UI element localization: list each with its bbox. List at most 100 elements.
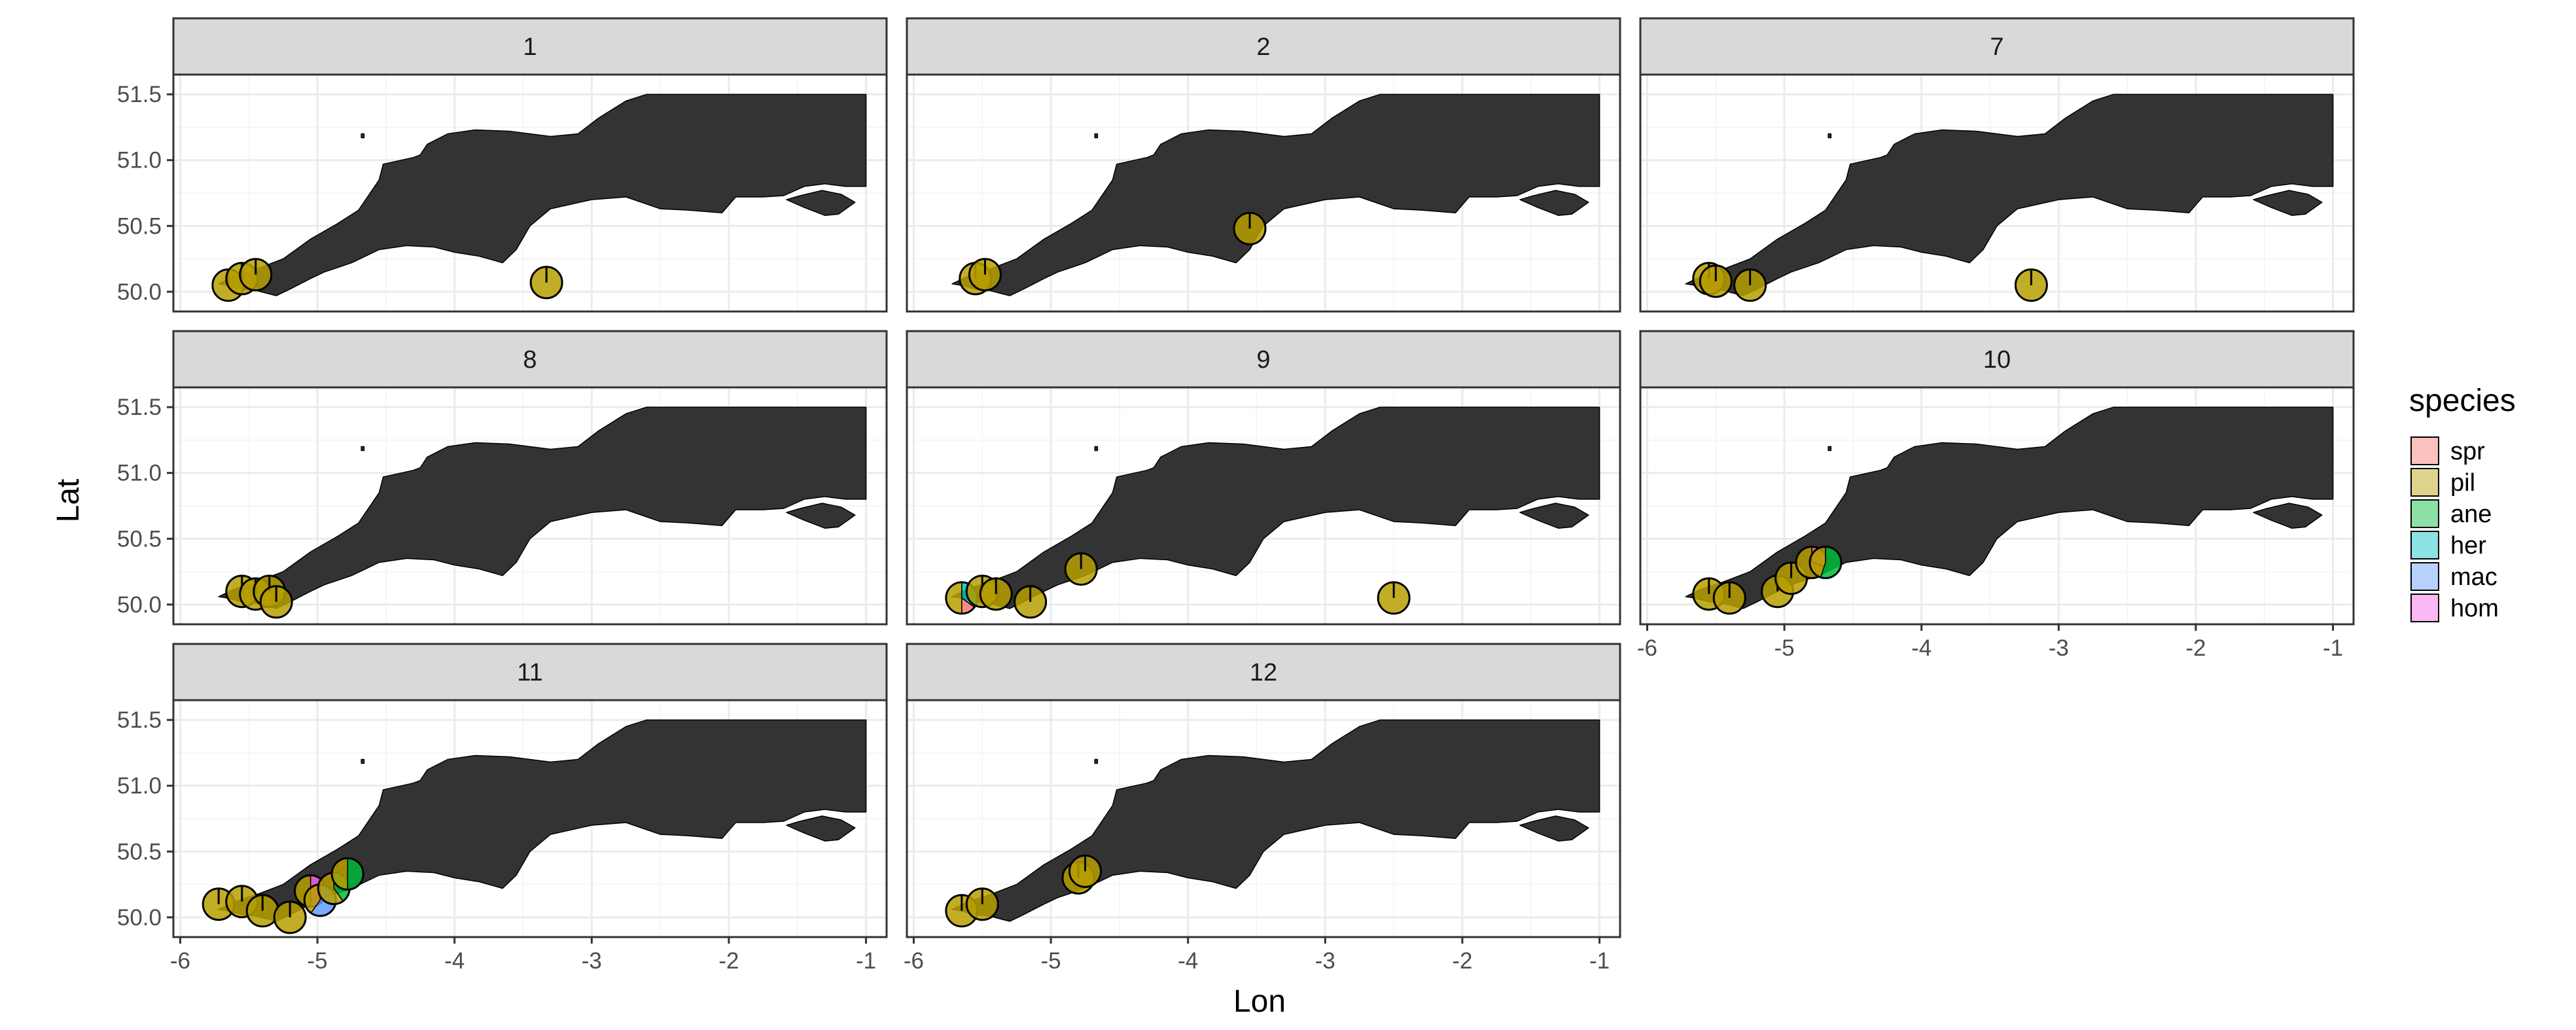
pie-wedge-pil — [945, 582, 962, 614]
facet-panel-1: 1 50.0 50.5 51.0 51.5 — [117, 17, 888, 313]
facet-panel-2: 2 — [906, 17, 1621, 313]
legend-key-pil — [2410, 468, 2439, 497]
landmass-isle-of-wight — [1519, 503, 1589, 529]
sample-point — [245, 894, 279, 928]
panel-plot-area — [907, 75, 1620, 311]
facet-strip-label: 7 — [1990, 33, 2003, 61]
facet-strip-label: 1 — [523, 33, 537, 61]
sample-point — [1377, 581, 1411, 615]
landmass-lundy — [1094, 133, 1099, 139]
landmass-sw-england — [1685, 94, 2334, 296]
sample-point — [1712, 581, 1746, 615]
sample-point — [979, 577, 1013, 611]
landmass-sw-england — [218, 94, 867, 296]
x-tick-label: -6 — [170, 948, 190, 974]
landmass-isle-of-wight — [1519, 190, 1589, 216]
x-tick-label: -3 — [1315, 948, 1335, 974]
facet-strip-label: 12 — [1250, 659, 1277, 686]
y-tick-label: 51.0 — [117, 773, 162, 799]
y-tick-label: 50.5 — [117, 839, 162, 864]
sample-point — [1068, 854, 1102, 888]
landmass-lundy — [1827, 133, 1832, 139]
legend-label-hom: hom — [2450, 595, 2499, 622]
axes-layer: Lon Lat — [51, 479, 1286, 1019]
legend-key-spr — [2410, 436, 2439, 465]
landmass-isle-of-wight — [786, 190, 856, 216]
landmass-isle-of-wight — [786, 815, 856, 842]
landmass-sw-england — [951, 406, 1600, 609]
x-tick-label: -5 — [1041, 948, 1061, 974]
sample-point — [968, 258, 1002, 292]
facet-panel-7: 7 — [1639, 17, 2355, 313]
sample-point — [1733, 268, 1767, 302]
sample-point — [1233, 211, 1267, 245]
legend-key-her — [2410, 531, 2439, 559]
x-tick-label: -4 — [444, 948, 465, 974]
x-tick-label: -1 — [2323, 635, 2343, 661]
landmass-lundy — [1827, 446, 1832, 452]
panel-border — [172, 73, 888, 313]
panel-border — [172, 699, 888, 938]
x-tick-label: -6 — [904, 948, 924, 974]
sample-point — [1064, 552, 1098, 586]
panel-plot-area — [1640, 75, 2354, 311]
panel-border — [172, 386, 888, 626]
x-tick-label: -3 — [582, 948, 602, 974]
legend-label-ane: ane — [2450, 501, 2492, 528]
pie-outline — [1808, 545, 1843, 579]
sample-point — [273, 900, 307, 934]
x-tick-label: -3 — [2049, 635, 2069, 661]
panel-border — [1639, 386, 2355, 626]
facet-strip — [906, 17, 1621, 76]
landmass-sw-england — [951, 94, 1600, 296]
panel-plot-area — [173, 700, 887, 937]
landmass-lundy — [1094, 446, 1099, 452]
landmass-isle-of-wight — [2253, 190, 2323, 216]
x-tick-label: -6 — [1637, 635, 1657, 661]
legend-key-ane — [2410, 499, 2439, 528]
legend-key-mac — [2410, 562, 2439, 591]
landmass-isle-of-wight — [786, 503, 856, 529]
sample-point — [529, 266, 563, 300]
facet-panel-9: 9 — [906, 330, 1621, 626]
pie-outline — [330, 857, 364, 891]
species-legend: species spr pil ane her mac hom — [2409, 383, 2516, 622]
facet-strip-label: 9 — [1256, 346, 1270, 374]
facet-panels: 1 50.0 50.5 51.0 51.5 2 7 8 50.0 50.5 51.0 51.5 9 10 -… — [117, 17, 2355, 974]
x-axis-title: Lon — [1233, 984, 1286, 1019]
x-tick-label: -1 — [856, 948, 876, 974]
y-tick-label: 50.5 — [117, 526, 162, 552]
legend-label-pil: pil — [2450, 469, 2475, 497]
facet-strip — [906, 330, 1621, 389]
panel-plot-area — [173, 387, 887, 624]
x-tick-label: -2 — [718, 948, 739, 974]
facet-panel-12: 12 -6 -5 -4 -3 -2 -1 — [904, 643, 1621, 974]
landmass-sw-england — [218, 406, 867, 609]
landmass-isle-of-wight — [2253, 503, 2323, 529]
y-tick-label: 50.0 — [117, 592, 162, 618]
landmass-sw-england — [951, 719, 1600, 922]
legend-label-spr: spr — [2450, 438, 2485, 465]
facet-strip-label: 11 — [517, 659, 542, 686]
x-tick-label: -5 — [1774, 635, 1795, 661]
legend-key-hom — [2410, 594, 2439, 622]
panel-border — [1639, 73, 2355, 313]
landmass-lundy — [361, 758, 365, 764]
panel-plot-area — [907, 700, 1620, 937]
landmass-lundy — [1094, 758, 1099, 764]
facet-panel-10: 10 -6 -5 -4 -3 -2 -1 — [1637, 330, 2355, 661]
x-tick-label: -5 — [308, 948, 328, 974]
facet-panel-11: 11 50.0 50.5 51.0 51.5 -6 -5 -4 -3 -2 -1 — [117, 643, 888, 974]
y-axis-title: Lat — [51, 479, 86, 523]
facet-strip — [906, 643, 1621, 701]
panel-border — [906, 73, 1621, 313]
legend-label-mac: mac — [2450, 563, 2497, 591]
landmass-lundy — [361, 133, 365, 139]
facet-strip-label: 10 — [1983, 346, 2011, 374]
sample-point — [965, 887, 999, 921]
landmass-isle-of-wight — [1519, 815, 1589, 842]
facet-strip — [1639, 330, 2355, 389]
facet-strip — [172, 643, 888, 701]
landmass-lundy — [361, 446, 365, 452]
